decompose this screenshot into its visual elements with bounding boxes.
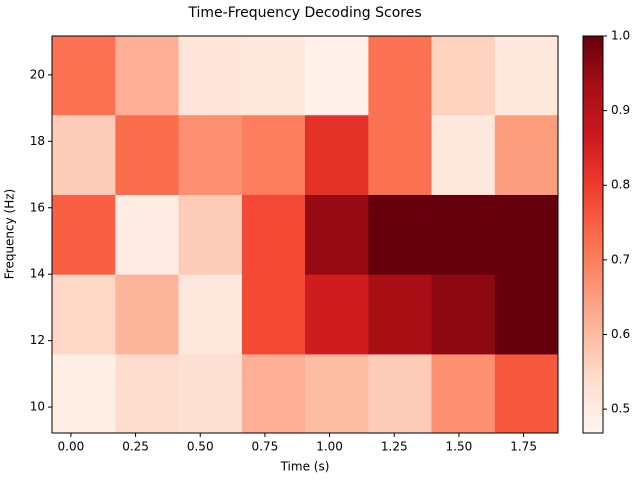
heatmap-cell bbox=[431, 194, 496, 275]
heatmap-cell bbox=[178, 353, 243, 434]
heatmap-cell bbox=[52, 114, 116, 195]
heatmap-cell bbox=[178, 194, 243, 275]
heatmap-cell bbox=[178, 36, 243, 116]
heatmap-cell bbox=[305, 114, 369, 195]
heatmap-cell bbox=[52, 194, 116, 275]
colorbar-tick-label: 1.0 bbox=[611, 29, 630, 43]
y-tick-label: 12 bbox=[30, 333, 45, 347]
heatmap-cell bbox=[241, 274, 306, 355]
heatmap-cell bbox=[115, 36, 179, 116]
heatmap-cell bbox=[178, 274, 243, 355]
heatmap-cell bbox=[431, 353, 496, 434]
heatmap-cell bbox=[368, 36, 432, 116]
heatmap-cell bbox=[178, 114, 243, 195]
heatmap-cell bbox=[494, 353, 559, 434]
heatmap-cell bbox=[368, 353, 432, 434]
x-tick-label: 1.50 bbox=[446, 440, 473, 454]
heatmap-cell bbox=[431, 36, 496, 116]
y-tick-label: 10 bbox=[30, 400, 45, 414]
heatmap-cell bbox=[494, 194, 559, 275]
x-tick-label: 1.00 bbox=[316, 440, 343, 454]
y-axis-label: Frequency (Hz) bbox=[3, 189, 17, 280]
heatmap-cell bbox=[241, 114, 306, 195]
x-tick-label: 0.50 bbox=[187, 440, 214, 454]
heatmap-cell bbox=[52, 36, 116, 116]
heatmap-cell bbox=[368, 274, 432, 355]
y-tick-label: 20 bbox=[30, 67, 45, 81]
heatmap-cell bbox=[305, 274, 369, 355]
colorbar-tick-label: 0.9 bbox=[611, 103, 630, 117]
heatmap-cell bbox=[52, 353, 116, 434]
heatmap-cell bbox=[368, 194, 432, 275]
heatmap-cell bbox=[52, 274, 116, 355]
heatmap-cell bbox=[115, 274, 179, 355]
heatmap-cell bbox=[368, 114, 432, 195]
heatmap-cell bbox=[494, 274, 559, 355]
x-tick-label: 1.25 bbox=[381, 440, 408, 454]
x-tick-label: 0.25 bbox=[122, 440, 149, 454]
x-tick-label: 0.00 bbox=[58, 440, 85, 454]
y-tick-label: 18 bbox=[30, 134, 45, 148]
heatmap-cell bbox=[115, 353, 179, 434]
colorbar bbox=[582, 35, 604, 434]
heatmap-cell bbox=[494, 36, 559, 116]
heatmap-cell bbox=[115, 194, 179, 275]
heatmap-cell bbox=[241, 194, 306, 275]
heatmap-cell bbox=[115, 114, 179, 195]
heatmap-cell bbox=[431, 114, 496, 195]
y-tick-label: 14 bbox=[30, 267, 45, 281]
colorbar-tick-label: 0.7 bbox=[611, 252, 630, 266]
heatmap-cell bbox=[494, 114, 559, 195]
heatmap-cell bbox=[305, 353, 369, 434]
heatmap-cell bbox=[305, 36, 369, 116]
colorbar-tick-label: 0.8 bbox=[611, 178, 630, 192]
plot-frame bbox=[51, 35, 559, 434]
chart-title: Time-Frequency Decoding Scores bbox=[187, 5, 421, 21]
colorbar-tick-label: 0.6 bbox=[611, 327, 630, 341]
x-axis-label: Time (s) bbox=[280, 460, 330, 474]
colorbar-tick-label: 0.5 bbox=[611, 402, 630, 416]
heatmap-cell bbox=[431, 274, 496, 355]
y-tick-label: 16 bbox=[30, 200, 45, 214]
heatmap-cell bbox=[241, 353, 306, 434]
x-tick-label: 1.75 bbox=[510, 440, 537, 454]
heatmap-cell bbox=[305, 194, 369, 275]
x-tick-label: 0.75 bbox=[252, 440, 279, 454]
heatmap-cell bbox=[241, 36, 306, 116]
